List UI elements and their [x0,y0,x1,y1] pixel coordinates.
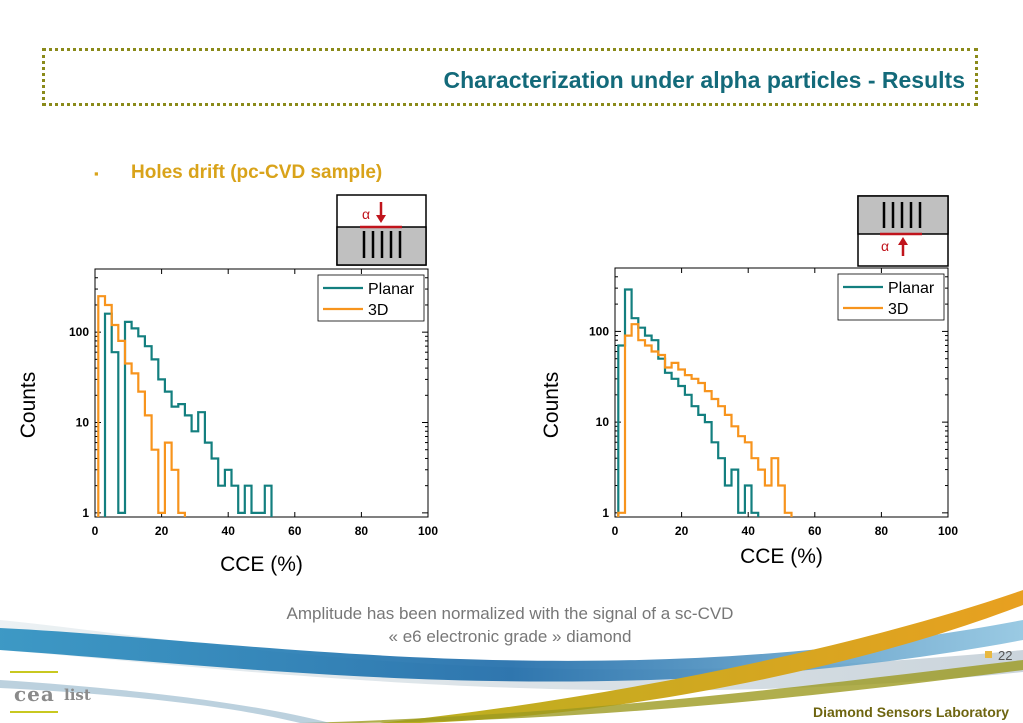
title-box: Characterization under alpha particles -… [42,48,978,106]
x-tick-label: 100 [418,524,438,538]
y-tick-label: 100 [589,324,609,338]
legend-label: 3D [888,301,908,318]
inset-diagram-left: α [336,194,427,266]
page-square-icon [985,651,992,658]
y-axis-label: Counts [17,372,40,439]
cea-logo: cea [14,682,55,706]
x-axis-label: CCE (%) [740,545,823,568]
x-tick-label: 40 [742,524,756,538]
alpha-label-right: α [881,238,889,254]
caption: Amplitude has been normalized with the s… [180,602,840,648]
x-tick-label: 80 [875,524,889,538]
series-line-3d [97,295,186,517]
bullet-marker: ▪ [94,166,99,181]
x-tick-label: 60 [288,524,302,538]
x-tick-label: 20 [675,524,689,538]
alpha-label-left: α [362,206,370,222]
plot-frame [614,267,949,518]
page-number: 22 [998,648,1013,663]
plot-frame [94,268,429,518]
arrow-up-icon [898,237,908,245]
bullet-text: Holes drift (pc-CVD sample) [131,162,383,183]
inset-diagram-right: α [857,195,949,267]
legend-box [837,273,945,321]
x-tick-label: 60 [808,524,822,538]
series-line-planar [103,312,273,517]
legend-label: Planar [368,281,415,298]
y-tick-label: 10 [596,415,610,429]
legend-box [317,274,425,322]
y-tick-label: 10 [76,416,90,430]
series-line-3d [617,323,793,517]
x-axis-label: CCE (%) [220,553,303,576]
y-tick-label: 1 [82,506,89,520]
arrow-down-icon [376,215,386,223]
x-tick-label: 20 [155,524,169,538]
x-tick-label: 80 [355,524,369,538]
series-line-planar [617,288,760,517]
list-logo: list [64,686,91,704]
slide-title: Characterization under alpha particles -… [443,67,965,93]
y-tick-label: 100 [69,325,89,339]
legend-label: Planar [888,280,935,297]
y-axis-label: Counts [540,372,563,439]
caption-line-2: « e6 electronic grade » diamond [388,627,632,646]
y-tick-label: 1 [602,506,609,520]
x-tick-label: 0 [92,524,99,538]
x-tick-label: 40 [222,524,236,538]
x-tick-label: 0 [612,524,619,538]
x-tick-label: 100 [938,524,958,538]
caption-line-1: Amplitude has been normalized with the s… [286,604,734,623]
legend-label: 3D [368,302,388,319]
footer-lab-name: Diamond Sensors Laboratory [812,704,1009,720]
